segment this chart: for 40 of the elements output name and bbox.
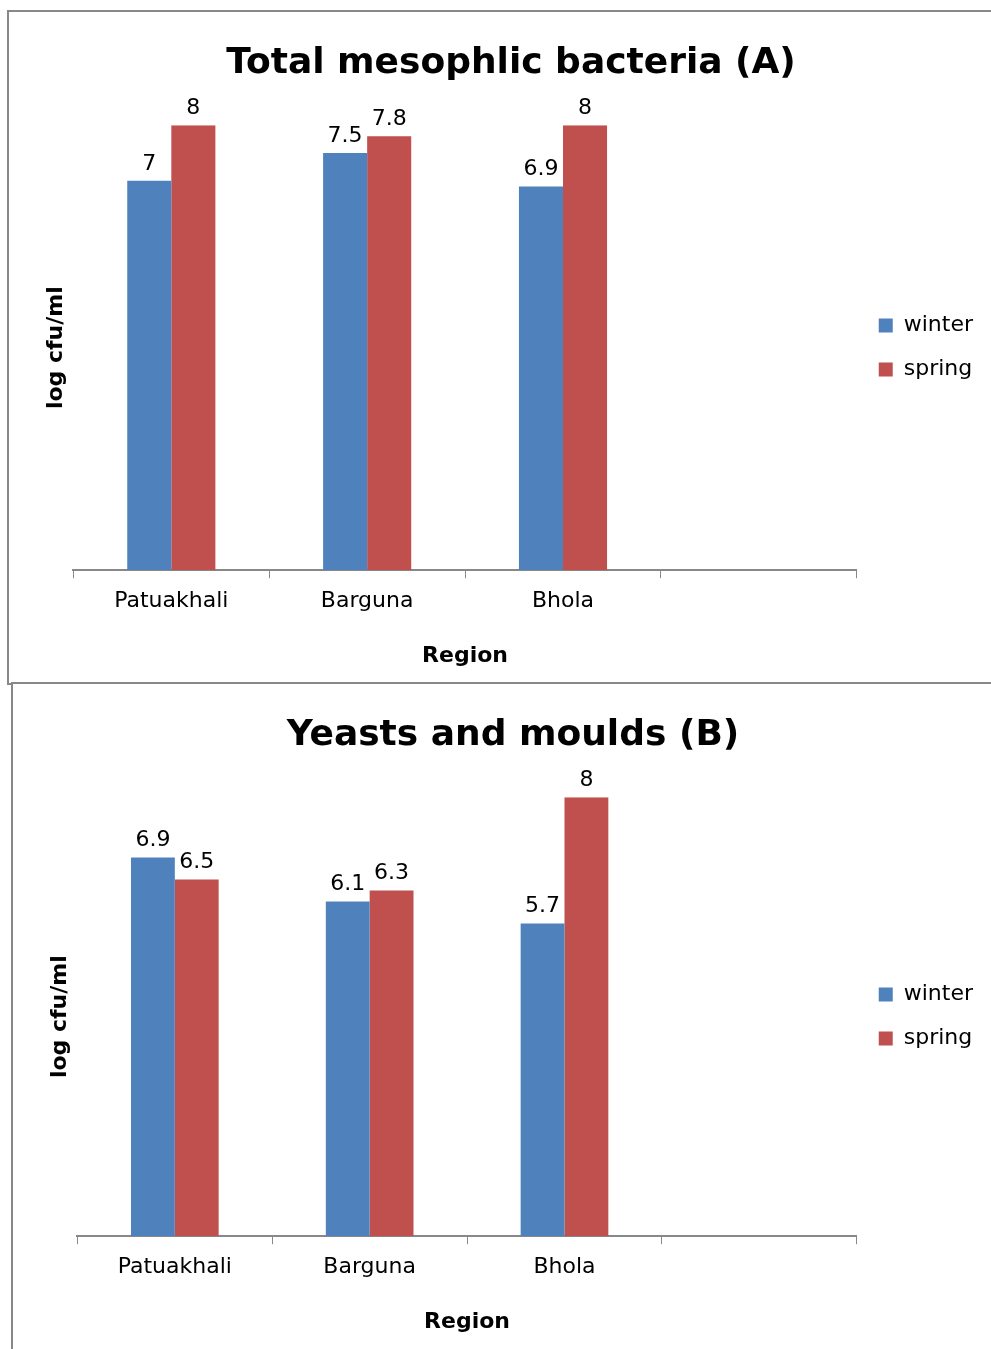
data-label: 5.7 — [525, 892, 561, 918]
x-tick-label: Barguna — [323, 1253, 416, 1279]
data-label: 7.5 — [327, 121, 363, 147]
data-label: 6.3 — [374, 859, 410, 885]
legend-label: spring — [903, 1024, 973, 1050]
data-label: 8 — [186, 93, 201, 119]
x-tick-label: Patuakhali — [117, 1253, 232, 1279]
bar — [518, 186, 563, 571]
bar — [369, 890, 414, 1237]
data-label: 6.9 — [523, 155, 559, 181]
data-label: 8 — [578, 93, 593, 119]
x-tick-label: Barguna — [320, 587, 414, 613]
x-axis-title: Region — [422, 641, 509, 667]
chart-title: Total mesophlic bacteria (A) — [226, 39, 796, 81]
y-axis-title: log cfu/ml — [41, 286, 67, 410]
x-tick-label: Bhola — [533, 1253, 596, 1279]
y-axis-title: log cfu/ml — [45, 955, 71, 1079]
legend-label: winter — [903, 311, 974, 337]
bar — [367, 136, 412, 571]
bar — [564, 797, 609, 1237]
bar — [562, 125, 608, 571]
bar — [130, 857, 175, 1237]
data-label: 6.9 — [135, 826, 171, 852]
bar — [325, 901, 370, 1237]
chart-title: Yeasts and moulds (B) — [285, 711, 740, 753]
data-label: 7 — [142, 149, 157, 175]
bar — [171, 125, 216, 571]
legend-label: spring — [903, 355, 973, 381]
bar — [174, 879, 219, 1237]
x-tick-label: Bhola — [531, 587, 595, 613]
data-label: 8 — [579, 765, 594, 791]
bar — [323, 153, 368, 571]
x-axis-title: Region — [424, 1307, 511, 1333]
data-label: 7.8 — [371, 105, 407, 131]
legend-label: winter — [903, 980, 974, 1006]
x-tick-label: Patuakhali — [114, 587, 229, 613]
data-label: 6.1 — [330, 870, 366, 896]
data-label: 6.5 — [179, 848, 215, 874]
bar — [520, 923, 565, 1237]
bar — [127, 180, 172, 571]
